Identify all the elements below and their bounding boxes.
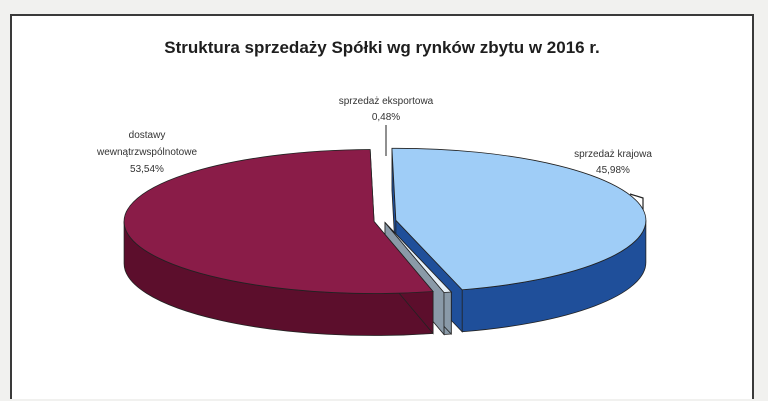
label-krajowa-name: sprzedaż krajowa [574, 149, 652, 160]
label-krajowa-value: 45,98% [596, 165, 630, 176]
chart-frame: Struktura sprzedaży Spółki wg rynków zby… [10, 14, 754, 399]
slice-0-top [391, 147, 647, 291]
label-wewnatrz-value: 53,54% [130, 164, 164, 175]
chart-title: Struktura sprzedaży Spółki wg rynków zby… [164, 38, 600, 57]
label-eksport-value: 0,48% [372, 112, 400, 123]
label-eksport-name: sprzedaż eksportowa [339, 96, 434, 107]
pie-slices [123, 147, 647, 336]
pie-chart: sprzedaż krajowa 45,98% sprzedaż eksport… [96, 96, 652, 336]
label-wewnatrz-line1: dostawy [129, 130, 166, 141]
slice-1-top [384, 222, 453, 293]
label-wewnatrz-line2: wewnątrzwspólnotowe [96, 147, 197, 158]
pie-tops [123, 147, 647, 294]
slice-2-top [123, 149, 434, 294]
